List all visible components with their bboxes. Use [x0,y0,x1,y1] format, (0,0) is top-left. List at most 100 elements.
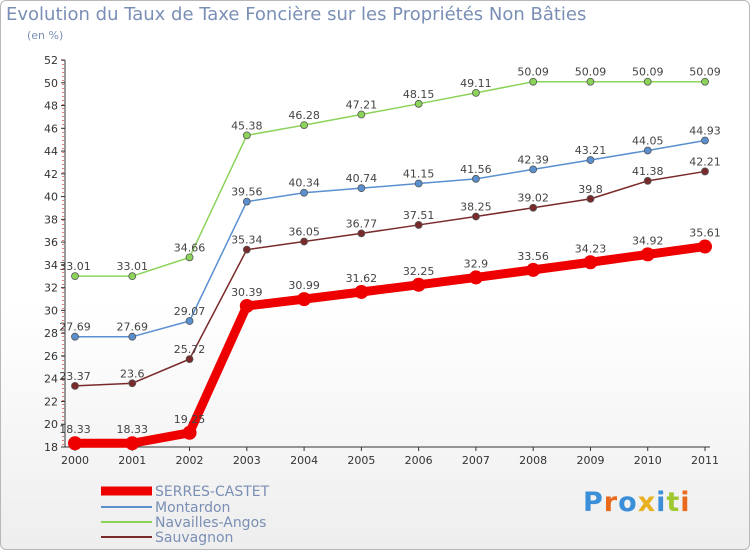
y-tick-label: 18 [44,441,58,454]
data-point [468,270,483,285]
data-label: 36.05 [288,226,320,239]
data-label: 29.07 [174,305,206,318]
data-label: 42.39 [517,153,549,166]
x-tick-label: 2000 [61,454,89,467]
data-label: 34.23 [575,242,607,255]
data-point [297,292,312,307]
data-label: 50.09 [517,66,549,79]
data-label: 46.28 [288,109,320,122]
data-point [472,212,480,221]
data-point [242,131,251,140]
y-tick-label: 28 [44,327,58,340]
data-point [300,188,308,197]
data-label: 44.05 [632,134,664,147]
legend-label: Montardon [155,500,230,516]
y-tick-label: 24 [44,373,58,386]
data-point [701,77,709,86]
data-point [586,194,595,203]
data-label: 47.21 [346,99,378,112]
y-tick-label: 38 [44,213,58,226]
data-label: 50.09 [575,66,607,79]
data-point [128,272,137,281]
data-point [643,176,652,185]
y-tick-label: 34 [44,259,58,272]
y-tick-label: 30 [44,304,58,317]
x-tick-label: 2007 [462,454,490,467]
series-line-navailles-angos [74,80,706,277]
data-label: 27.69 [59,321,91,334]
data-point [300,121,308,130]
data-label: 32.25 [403,265,435,278]
data-label: 34.92 [632,234,664,247]
data-point [357,184,366,193]
data-label: 42.21 [689,155,721,168]
data-label: 41.56 [460,163,492,176]
data-label: 35.61 [689,227,721,240]
data-point [411,277,426,292]
y-tick-label: 50 [44,77,58,90]
series-line-montardon [74,139,706,338]
data-label: 27.69 [117,321,149,334]
y-tick-label: 52 [44,54,58,67]
data-label: 33.01 [59,260,91,273]
data-label: 40.74 [346,172,378,185]
data-point [239,298,254,313]
data-point [71,332,79,341]
data-label: 35.34 [231,234,263,247]
x-tick-label: 2011 [691,454,719,467]
data-label: 30.99 [288,279,320,292]
x-tick-label: 2008 [519,454,547,467]
x-tick-label: 2010 [634,454,662,467]
data-label: 18.33 [59,423,91,436]
data-label: 18.33 [117,423,149,436]
data-point [529,77,538,86]
data-label: 41.15 [403,167,435,180]
data-label: 23.37 [59,370,91,383]
series-line-serres-castet [70,242,710,448]
data-label: 45.38 [231,119,263,132]
data-point [185,355,194,364]
data-label: 34.66 [174,241,206,254]
data-point [185,317,194,325]
x-tick-label: 2006 [405,454,433,467]
data-label: 33.01 [117,260,149,273]
data-label: 39.02 [517,192,549,205]
data-label: 23.6 [120,367,145,380]
data-label: 39.8 [578,183,603,196]
data-point [414,99,423,108]
data-point [583,255,598,270]
data-label: 25.72 [174,343,206,356]
data-point [586,77,595,86]
data-point [357,229,366,238]
proxiti-logo: Proxiti [583,487,691,518]
data-point [643,146,652,155]
data-point [128,332,137,341]
data-point [357,110,366,119]
data-label: 37.51 [403,209,435,222]
y-tick-label: 22 [44,395,58,408]
data-label: 50.09 [689,66,721,79]
data-point [701,136,709,145]
data-label: 33.56 [517,250,549,263]
data-point [414,221,423,229]
data-point [354,284,369,299]
legend-label: Sauvagnon [155,530,233,546]
unit-label: (en %) [27,29,64,42]
y-tick-label: 48 [44,100,58,113]
data-point [128,379,137,388]
data-label: 38.25 [460,201,492,214]
x-tick-label: 2003 [233,454,261,467]
chart-title: Evolution du Taux de Taxe Foncière sur l… [6,4,587,25]
data-label: 41.38 [632,165,664,178]
data-point [586,156,595,164]
series-line-sauvagnon [74,170,706,387]
data-point [701,167,709,176]
data-point [472,174,480,183]
x-tick-label: 2005 [347,454,375,467]
y-tick-label: 42 [44,168,58,181]
data-label: 48.15 [403,88,435,101]
data-point [414,179,423,188]
data-label: 31.62 [346,272,378,285]
